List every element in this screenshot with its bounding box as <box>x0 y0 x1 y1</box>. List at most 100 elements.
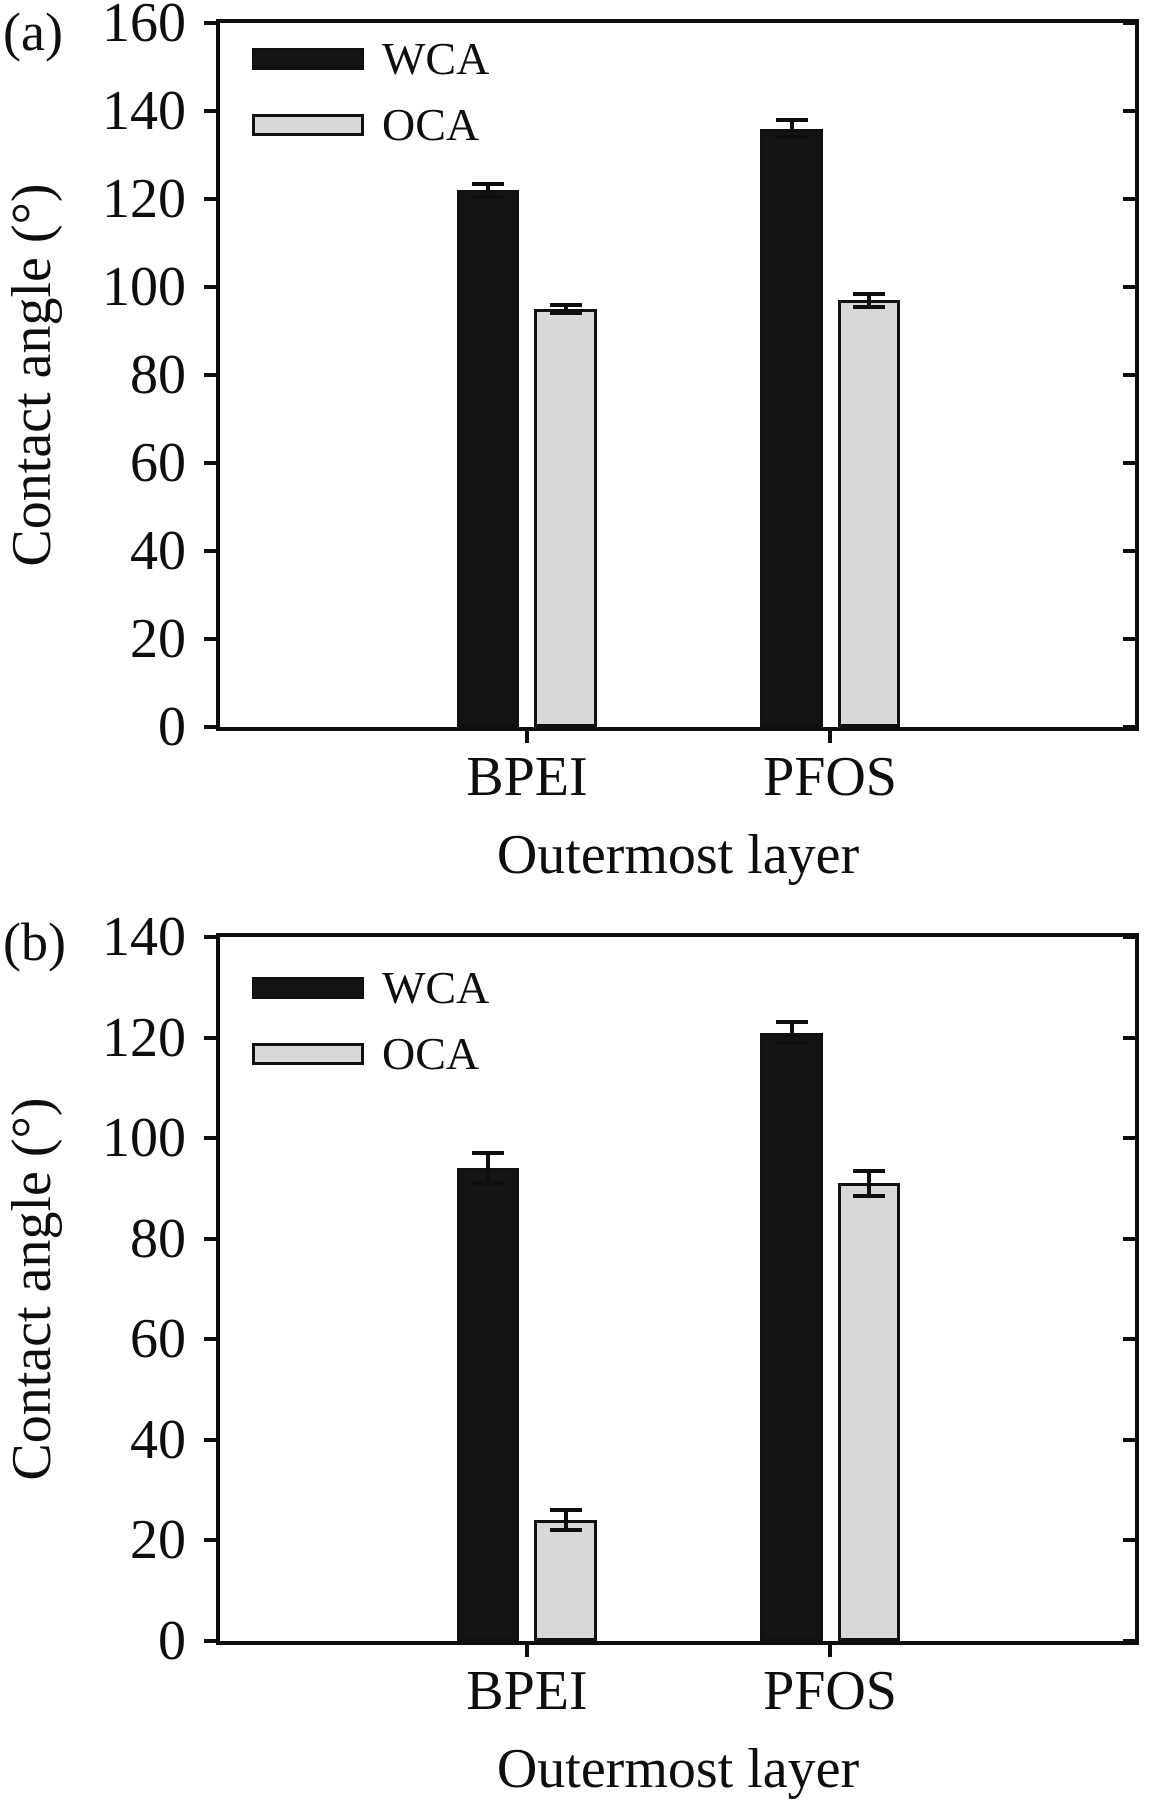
bar-BPEI-WCA <box>457 1168 520 1641</box>
y-tick-left <box>204 21 216 25</box>
plot-frame: WCA OCA <box>216 933 1139 1645</box>
y-tick-right <box>1123 935 1135 939</box>
x-tick-BPEI <box>524 1645 529 1657</box>
y-tick-left <box>204 1639 216 1643</box>
y-tick-left <box>204 1337 216 1342</box>
y-tick-right <box>1123 1337 1135 1342</box>
y-tick-left <box>204 109 216 113</box>
y-tick-right <box>1123 1639 1135 1643</box>
bar-BPEI-OCA <box>534 309 597 727</box>
error-stem-PFOS-WCA <box>789 119 794 138</box>
error-cap-top-PFOS-OCA <box>852 1168 885 1173</box>
y-tick-right <box>1123 637 1135 641</box>
y-tick-right <box>1123 285 1135 289</box>
x-tick-BPEI <box>524 731 529 743</box>
y-tick-label: 80 <box>130 344 186 406</box>
error-stem-BPEI-WCA <box>486 1153 491 1184</box>
legend-swatch-WCA <box>252 977 364 999</box>
x-tick-PFOS <box>828 731 833 743</box>
error-stem-PFOS-OCA <box>866 293 871 307</box>
y-tick-label: 60 <box>130 1308 186 1371</box>
error-stem-PFOS-OCA <box>866 1170 871 1196</box>
panel-label-a: (a) <box>3 2 63 62</box>
y-tick-left <box>204 637 216 641</box>
bar-PFOS-WCA <box>760 1032 823 1641</box>
y-tick-left <box>204 1538 216 1543</box>
category-label-PFOS: PFOS <box>763 746 897 808</box>
error-stem-BPEI-OCA <box>563 304 568 314</box>
error-stem-BPEI-WCA <box>486 183 491 197</box>
error-cap-top-BPEI-OCA <box>549 1508 582 1513</box>
legend-swatch-OCA <box>252 114 364 136</box>
y-tick-right <box>1123 109 1135 113</box>
y-tick-left <box>204 725 216 729</box>
y-tick-right <box>1123 21 1135 25</box>
y-tick-right <box>1123 373 1135 377</box>
legend-label-WCA: WCA <box>382 33 490 84</box>
y-tick-label: 80 <box>130 1207 186 1270</box>
bar-BPEI-WCA <box>457 190 520 727</box>
y-tick-label: 60 <box>130 432 186 494</box>
error-stem-BPEI-OCA <box>563 1510 568 1531</box>
legend-label-OCA: OCA <box>382 99 480 150</box>
error-cap-bottom-BPEI-WCA <box>472 1181 505 1186</box>
bar-PFOS-OCA <box>837 300 900 727</box>
y-tick-right <box>1123 1136 1135 1141</box>
x-axis-title-a: Outermost layer <box>496 824 860 886</box>
bar-PFOS-OCA <box>837 1183 900 1641</box>
error-cap-bottom-BPEI-WCA <box>472 194 505 199</box>
error-cap-top-BPEI-WCA <box>472 1151 505 1156</box>
y-tick-left <box>204 1136 216 1141</box>
y-tick-label: 100 <box>102 256 186 318</box>
y-tick-left <box>204 461 216 465</box>
category-label-BPEI: BPEI <box>466 746 588 808</box>
error-cap-bottom-PFOS-WCA <box>775 135 808 140</box>
y-tick-label: 0 <box>158 1610 186 1672</box>
y-tick-right <box>1123 725 1135 729</box>
legend-label-WCA: WCA <box>382 962 490 1013</box>
category-label-PFOS: PFOS <box>763 1660 897 1722</box>
error-cap-bottom-BPEI-OCA <box>549 311 582 316</box>
y-tick-label: 100 <box>102 1107 186 1170</box>
error-cap-bottom-BPEI-OCA <box>549 1528 582 1533</box>
y-tick-right <box>1123 1236 1135 1241</box>
y-tick-label: 140 <box>102 80 186 142</box>
y-tick-right <box>1123 1538 1135 1543</box>
y-tick-left <box>204 285 216 289</box>
error-cap-top-PFOS-WCA <box>775 1020 808 1025</box>
y-tick-left <box>204 1437 216 1442</box>
x-axis-title-b: Outermost layer <box>496 1738 860 1800</box>
y-tick-label: 120 <box>102 168 186 230</box>
y-tick-left <box>204 1035 216 1040</box>
y-tick-label: 20 <box>130 608 186 670</box>
bar-BPEI-OCA <box>534 1520 597 1641</box>
legend-swatch-OCA <box>252 1043 364 1065</box>
y-tick-right <box>1123 197 1135 201</box>
y-tick-right <box>1123 1035 1135 1040</box>
y-tick-left <box>204 1236 216 1241</box>
y-tick-label: 160 <box>102 0 186 54</box>
y-tick-label: 0 <box>158 696 186 758</box>
y-tick-right <box>1123 549 1135 553</box>
panel-label-b: (b) <box>3 912 66 972</box>
category-label-BPEI: BPEI <box>466 1660 588 1722</box>
error-cap-top-BPEI-WCA <box>472 181 505 186</box>
y-tick-right <box>1123 1437 1135 1442</box>
y-tick-label: 20 <box>130 1509 186 1572</box>
y-tick-left <box>204 373 216 377</box>
error-cap-bottom-PFOS-OCA <box>852 1193 885 1198</box>
plot-frame: WCA OCA <box>216 19 1139 731</box>
y-tick-left <box>204 935 216 939</box>
error-cap-bottom-PFOS-OCA <box>852 304 885 309</box>
legend-label-OCA: OCA <box>382 1028 480 1079</box>
error-stem-PFOS-WCA <box>789 1022 794 1043</box>
error-cap-bottom-PFOS-WCA <box>775 1040 808 1045</box>
y-tick-left <box>204 197 216 201</box>
error-cap-top-PFOS-WCA <box>775 117 808 122</box>
error-cap-top-PFOS-OCA <box>852 291 885 296</box>
y-tick-label: 40 <box>130 520 186 582</box>
y-tick-left <box>204 549 216 553</box>
